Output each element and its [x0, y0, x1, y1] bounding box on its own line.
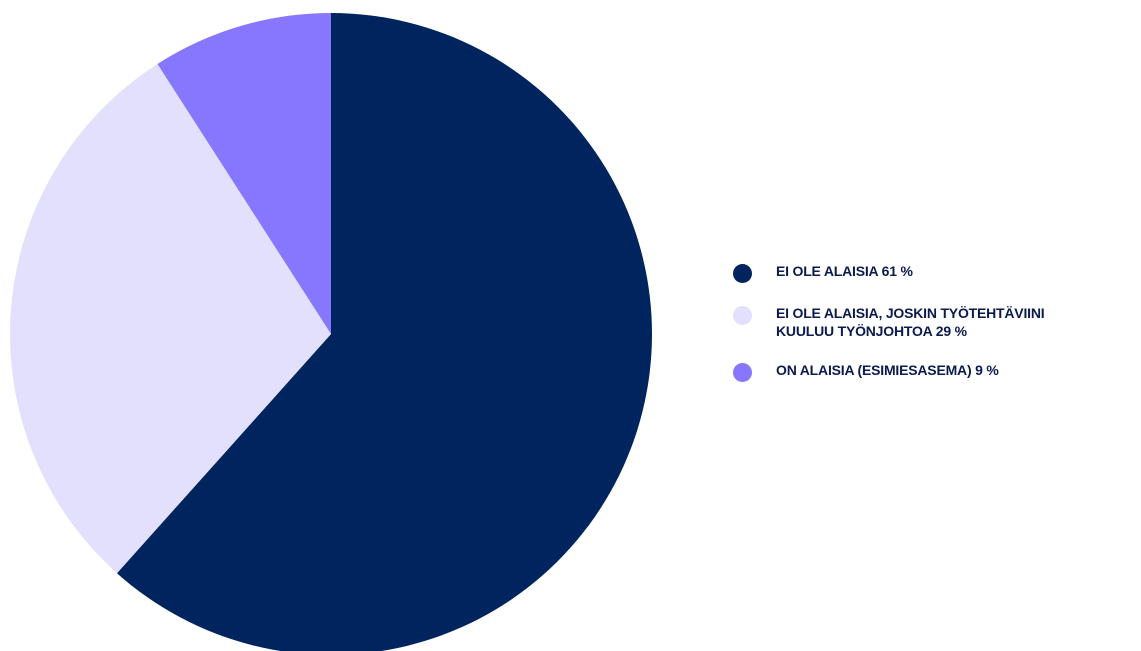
- legend-swatch-icon: [733, 363, 752, 382]
- legend-label: EI OLE ALAISIA 61 %: [776, 263, 913, 279]
- pie-slice: [157, 13, 331, 334]
- legend-swatch-icon: [733, 306, 752, 325]
- legend-label: EI OLE ALAISIA, JOSKIN TYÖTEHTÄVIINI KUU…: [776, 305, 1045, 339]
- legend-label: ON ALAISIA (ESIMIESASEMA) 9 %: [776, 362, 999, 378]
- pie-slice: [10, 63, 331, 574]
- pie-slice: [116, 13, 652, 651]
- legend-item: ON ALAISIA (ESIMIESASEMA) 9 %: [733, 361, 1133, 382]
- legend-item: EI OLE ALAISIA 61 %: [733, 262, 1133, 283]
- legend-item: EI OLE ALAISIA, JOSKIN TYÖTEHTÄVIINI KUU…: [733, 304, 1133, 340]
- legend: EI OLE ALAISIA 61 % EI OLE ALAISIA, JOSK…: [733, 262, 1133, 403]
- legend-swatch-icon: [733, 264, 752, 283]
- pie-chart: [10, 13, 652, 651]
